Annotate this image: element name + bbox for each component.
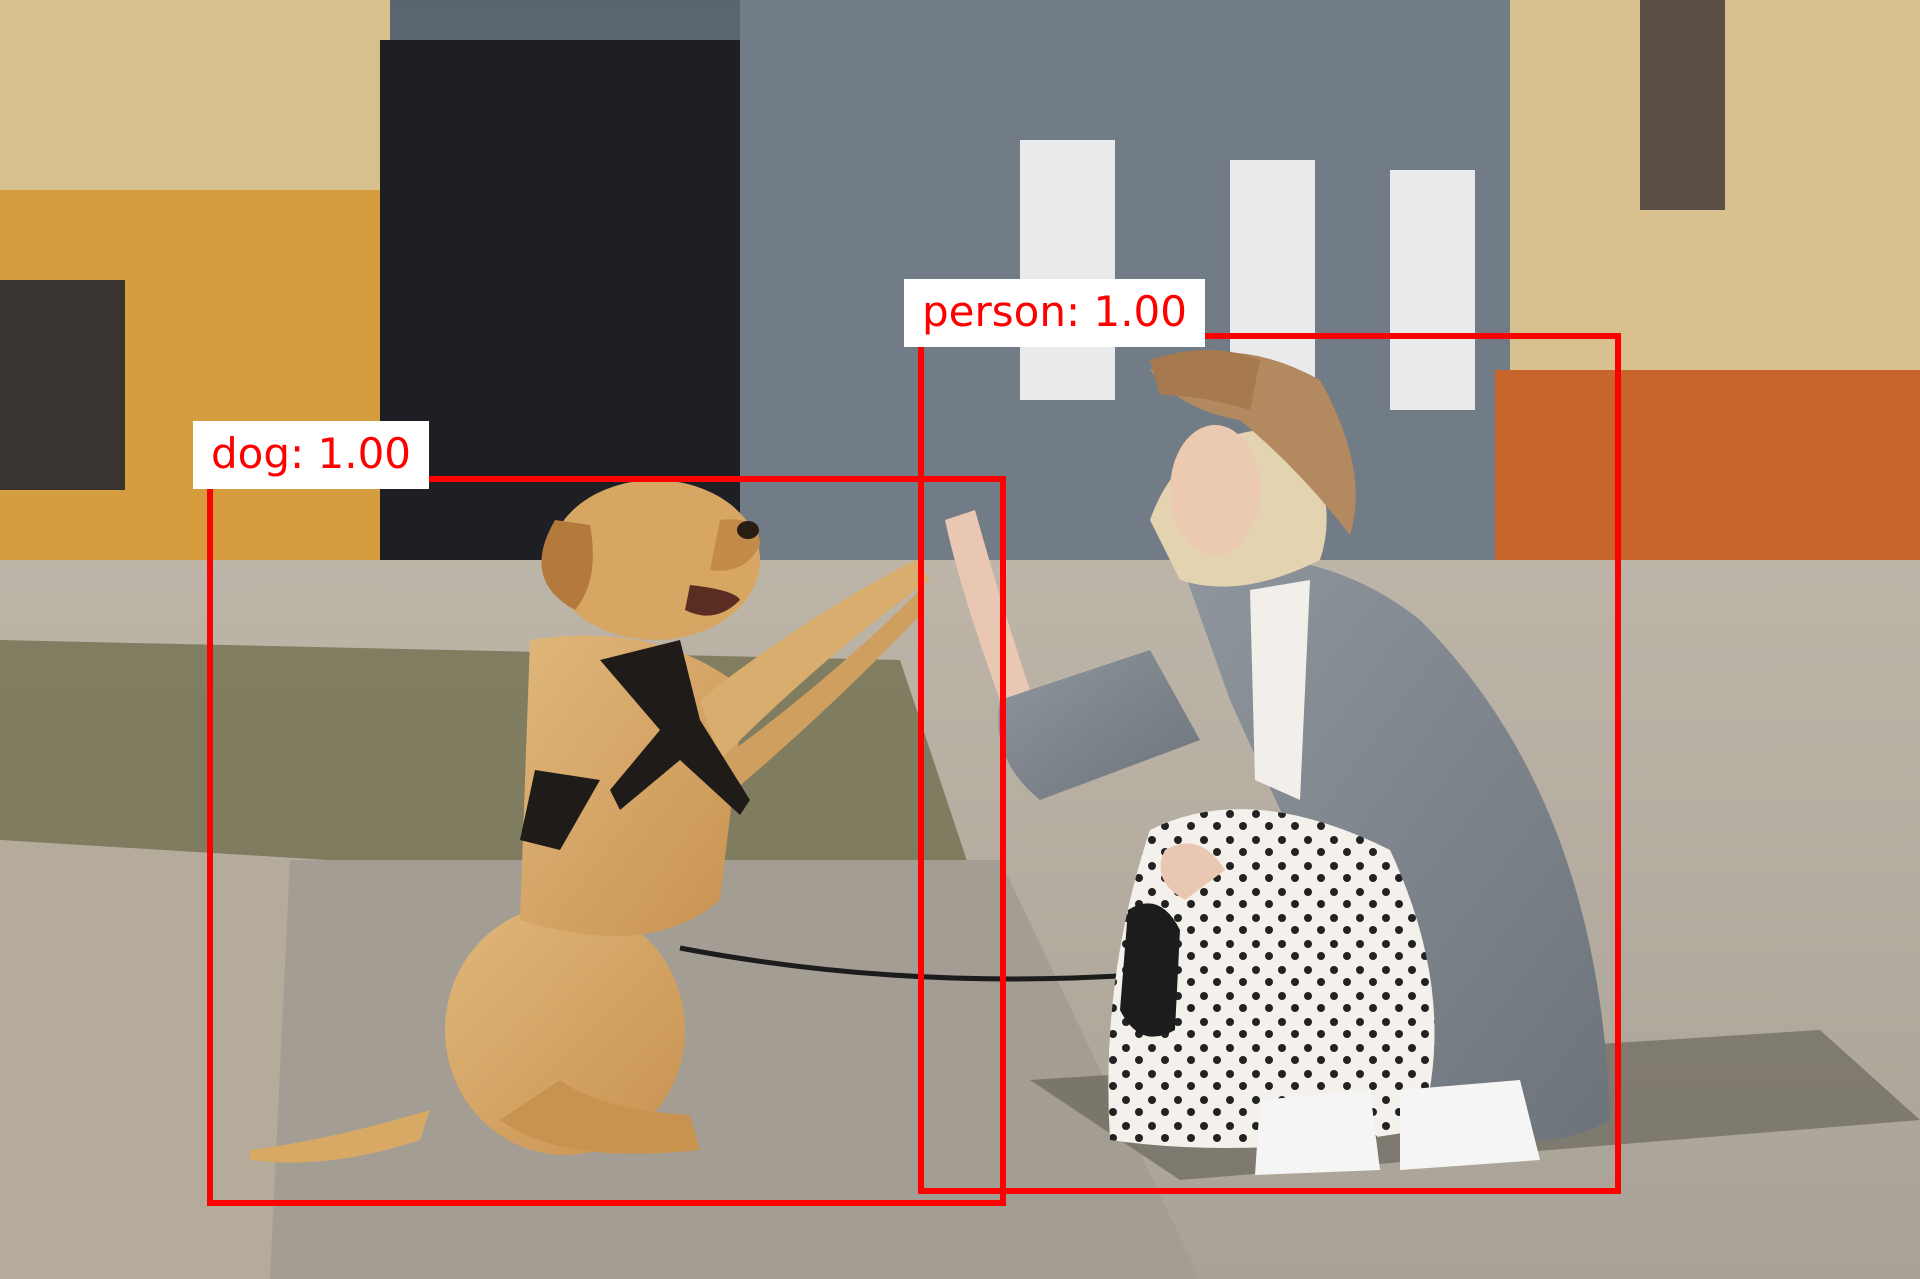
dog-bounding-box bbox=[207, 476, 1006, 1206]
dog-detection-label: dog: 1.00 bbox=[193, 421, 430, 489]
person-detection-label: person: 1.00 bbox=[904, 279, 1205, 347]
dog-figure bbox=[250, 480, 930, 1163]
person-bounding-box bbox=[918, 333, 1621, 1194]
person-figure bbox=[945, 350, 1610, 1175]
